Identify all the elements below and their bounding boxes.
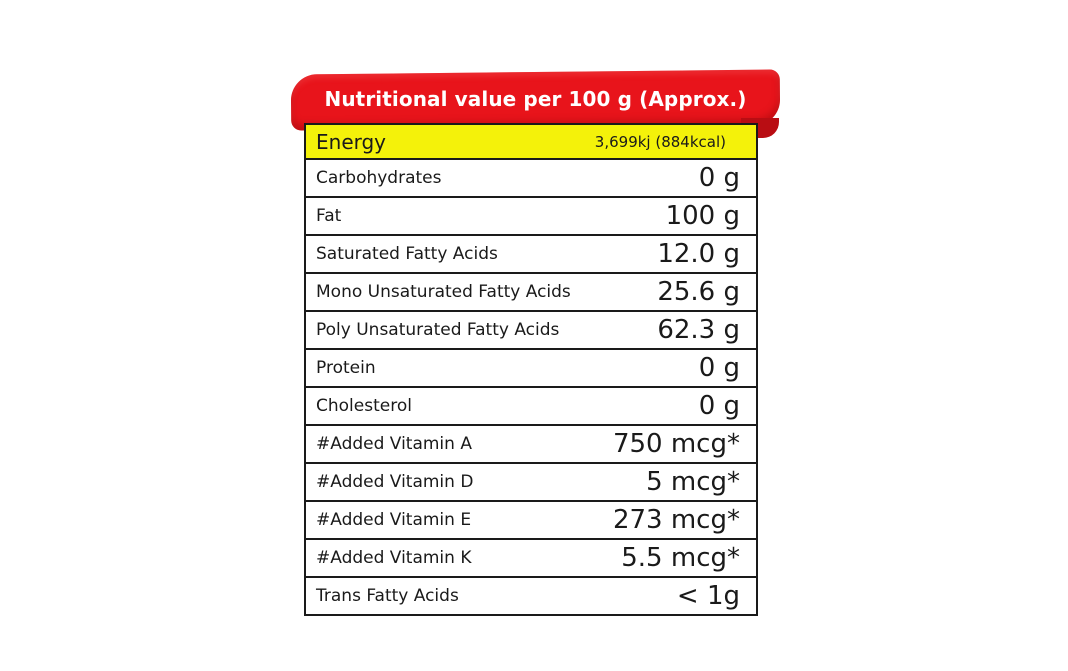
table-row: Protein 0 g <box>306 348 756 386</box>
row-value: 750 mcg* <box>612 429 740 459</box>
row-value: 25.6 g <box>657 277 740 307</box>
row-value: 0 g <box>698 163 740 193</box>
row-value: 0 g <box>698 353 740 383</box>
row-value: 100 g <box>665 201 740 231</box>
row-label: Trans Fatty Acids <box>316 586 459 606</box>
row-label: Carbohydrates <box>316 168 442 188</box>
table-row: Fat 100 g <box>306 196 756 234</box>
row-label: Energy <box>316 129 387 154</box>
table-row: Cholesterol 0 g <box>306 386 756 424</box>
table-row: Carbohydrates 0 g <box>306 158 756 196</box>
row-label: Fat <box>316 206 342 226</box>
row-label: #Added Vitamin D <box>316 472 474 492</box>
row-label: #Added Vitamin E <box>316 510 472 530</box>
table-row: #Added Vitamin E 273 mcg* <box>306 500 756 538</box>
row-label: #Added Vitamin A <box>316 434 472 454</box>
table-row: #Added Vitamin K 5.5 mcg* <box>306 538 756 576</box>
row-label: #Added Vitamin K <box>316 548 472 568</box>
row-label: Protein <box>316 358 376 378</box>
row-value: 273 mcg* <box>612 505 740 535</box>
row-label: Mono Unsaturated Fatty Acids <box>316 282 571 302</box>
row-value: 5.5 mcg* <box>621 543 740 573</box>
table-row: #Added Vitamin D 5 mcg* <box>306 462 756 500</box>
row-value: 62.3 g <box>657 315 740 345</box>
table-row: Poly Unsaturated Fatty Acids 62.3 g <box>306 310 756 348</box>
row-value: 5 mcg* <box>646 467 740 497</box>
table-row: #Added Vitamin A 750 mcg* <box>306 424 756 462</box>
table-row-energy: Energy 3,699kj (884kcal) <box>306 125 756 158</box>
row-label: Saturated Fatty Acids <box>316 244 498 264</box>
nutrition-table: Energy 3,699kj (884kcal) Carbohydrates 0… <box>304 123 758 616</box>
table-row: Mono Unsaturated Fatty Acids 25.6 g <box>306 272 756 310</box>
row-value: 12.0 g <box>657 239 740 269</box>
row-label: Cholesterol <box>316 396 412 416</box>
row-value: 3,699kj (884kcal) <box>594 132 726 151</box>
row-value: 0 g <box>698 391 740 421</box>
table-row: Trans Fatty Acids < 1g <box>306 576 756 614</box>
row-label: Poly Unsaturated Fatty Acids <box>316 320 560 340</box>
page-title: Nutritional value per 100 g (Approx.) <box>324 87 747 111</box>
table-row: Saturated Fatty Acids 12.0 g <box>306 234 756 272</box>
row-value: < 1g <box>676 581 740 611</box>
